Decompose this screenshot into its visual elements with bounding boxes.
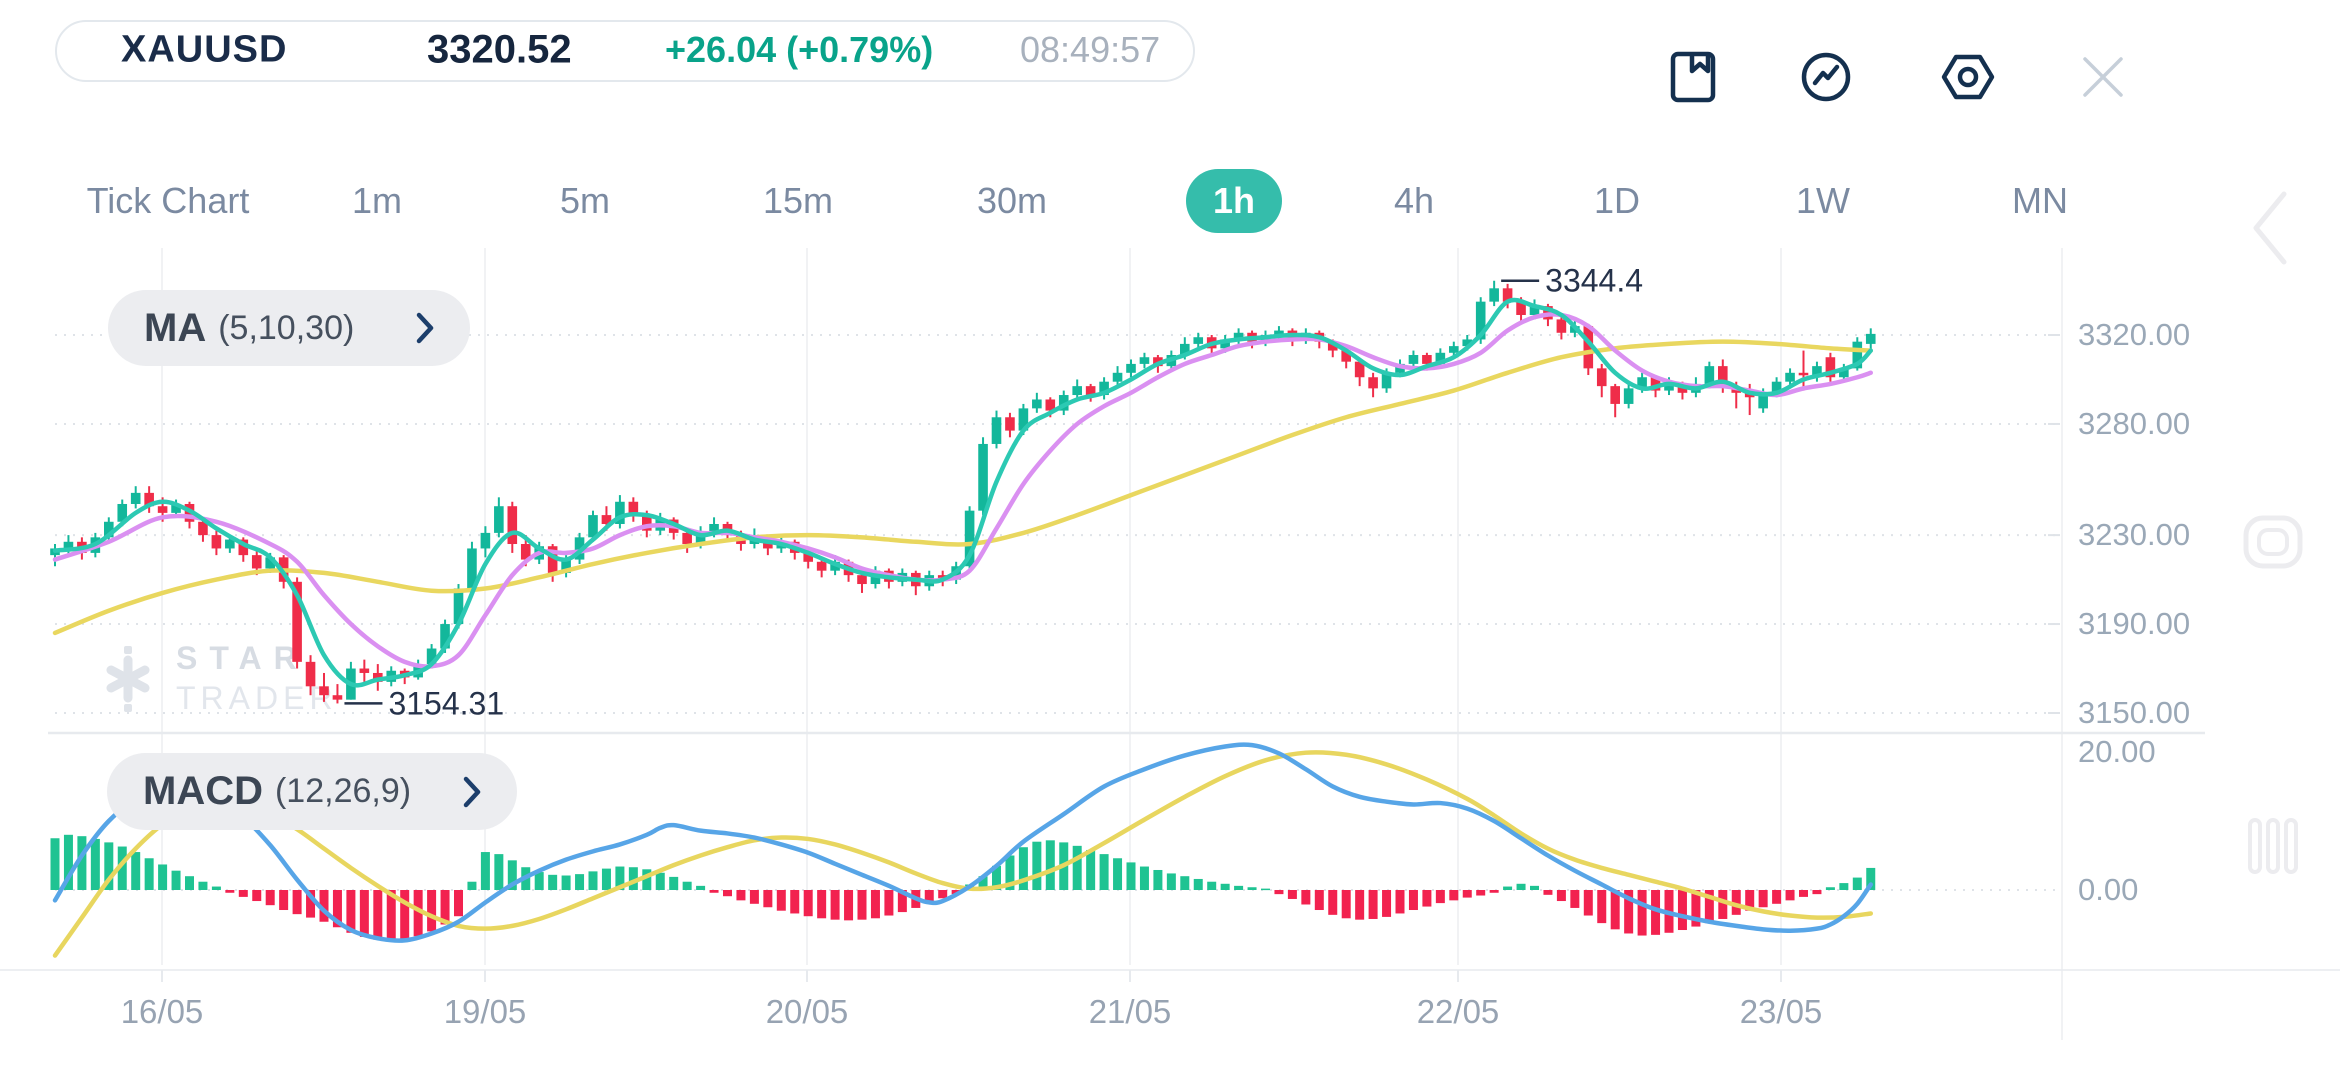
ma-label: MA <box>144 305 207 350</box>
watermark: STAR TRADER <box>96 640 338 717</box>
tab-tick-chart[interactable]: Tick Chart <box>86 180 250 221</box>
macd-indicator-button[interactable]: MACD (12,26,9) <box>107 753 517 830</box>
tab-1w[interactable]: 1W <box>1796 180 1850 221</box>
close-chart-button[interactable] <box>2076 50 2130 104</box>
chevron-right-icon <box>416 312 434 344</box>
symbol-name: XAUUSD <box>121 28 288 71</box>
star-trader-logo-icon <box>106 645 150 712</box>
tab-30m[interactable]: 30m <box>976 180 1048 221</box>
ticker-card[interactable]: XAUUSD 3320.52 +26.04 (+0.79%) 08:49:57 <box>55 20 1195 82</box>
chevron-right-icon <box>463 776 481 807</box>
bookmark-icon <box>1670 51 1716 103</box>
tab-15m[interactable]: 15m <box>762 180 834 221</box>
macd-params: (12,26,9) <box>274 772 412 810</box>
close-icon <box>2083 57 2123 97</box>
server-time: 08:49:57 <box>1020 29 1161 71</box>
tab-mn[interactable]: MN <box>2012 180 2068 221</box>
tab-1m[interactable]: 1m <box>351 180 403 221</box>
svg-text:3154.31: 3154.31 <box>388 685 504 721</box>
panel-handle-bars-icon[interactable] <box>2248 818 2298 874</box>
watermark-brand-top: STAR <box>176 640 309 676</box>
screen-mode-icon[interactable] <box>2242 514 2304 570</box>
collapse-panel-chevron-icon[interactable] <box>2240 186 2300 270</box>
last-price: 3320.52 <box>427 27 572 72</box>
svg-text:3344.4: 3344.4 <box>1545 263 1643 299</box>
ma-params: (5,10,30) <box>218 308 355 347</box>
settings-hex-icon <box>1941 54 1995 100</box>
tab-4h[interactable]: 4h <box>1393 180 1435 221</box>
bookmark-button[interactable] <box>1666 50 1720 104</box>
tab-1d[interactable]: 1D <box>1593 180 1641 221</box>
ma-indicator-button[interactable]: MA (5,10,30) <box>108 290 470 366</box>
indicator-pulse-icon <box>1801 52 1851 102</box>
tab-5m[interactable]: 5m <box>559 180 611 221</box>
macd-label: MACD <box>143 769 263 813</box>
chart-settings-button[interactable] <box>1940 50 1995 104</box>
tab-1h-active[interactable]: 1h <box>1185 169 1283 233</box>
indicators-button[interactable] <box>1799 50 1853 104</box>
price-change: +26.04 (+0.79%) <box>665 29 934 71</box>
